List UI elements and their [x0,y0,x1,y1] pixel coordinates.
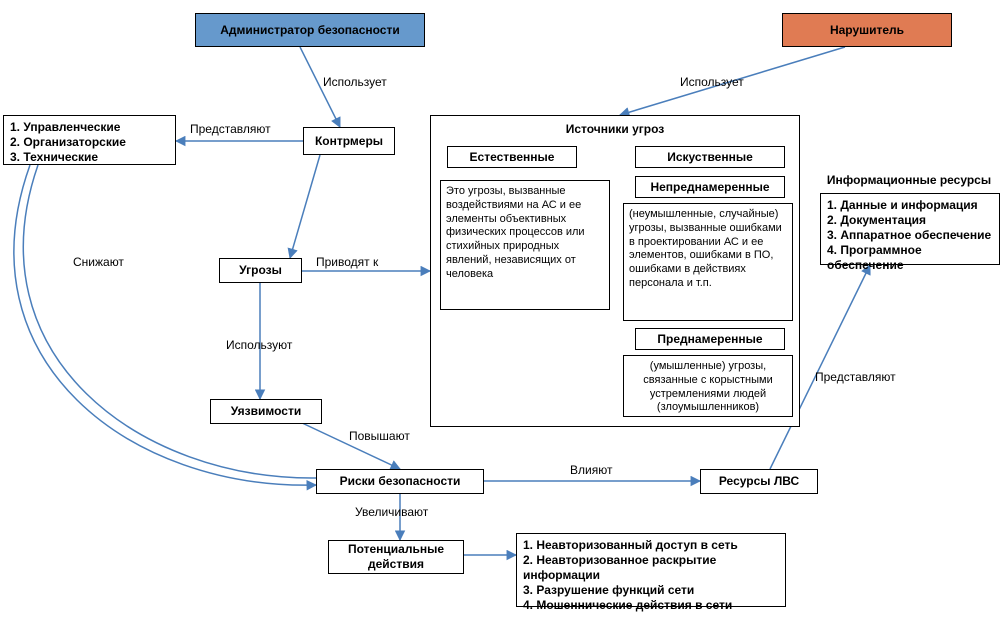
potential-list-item: 1. Неавторизованный доступ в сеть [523,538,779,553]
edge-increase-risks: Повышают [349,429,410,443]
threats-node: Угрозы [219,258,302,283]
potential-label: Потенциальные действия [333,542,459,572]
edge-increase-pot: Увеличивают [355,505,428,519]
uninten-label-node: Непреднамеренные [635,176,785,198]
lan-res-node: Ресурсы ЛВС [700,469,818,494]
info-res-item: 4. Программное обеспечение [827,243,993,273]
admin-node: Администратор безопасности [195,13,425,47]
cm-types-item: 3. Технические [10,150,169,165]
vuln-node: Уязвимости [210,399,322,424]
info-res-item: 3. Аппаратное обеспечение [827,228,993,243]
info-res-item: 2. Документация [827,213,993,228]
countermeasures-label: Контрмеры [315,134,383,149]
risks-label: Риски безопасности [340,474,461,489]
inten-label-node: Преднамеренные [635,328,785,350]
cm-types-item: 2. Организаторские [10,135,169,150]
edge-uses1: Использует [323,75,387,89]
admin-label: Администратор безопасности [220,23,399,38]
lan-res-label: Ресурсы ЛВС [719,474,799,489]
potential-node: Потенциальные действия [328,540,464,574]
potential-list-item: 3. Разрушение функций сети [523,583,779,598]
cm-types-node: 1. Управленческие 2. Организаторские 3. … [3,115,176,165]
edge-reduce: Снижают [73,255,124,269]
edge-represent1: Представляют [190,122,271,136]
edge-uses2: Использует [680,75,744,89]
potential-list-item: 2. Неавторизованное раскрытие информации [523,553,779,583]
intruder-node: Нарушитель [782,13,952,47]
potential-list-item: 4. Мошеннические действия в сети [523,598,779,613]
intruder-label: Нарушитель [830,23,904,38]
countermeasures-node: Контрмеры [303,127,395,155]
threats-label: Угрозы [239,263,282,278]
info-res-node: 1. Данные и информация 2. Документация 3… [820,193,1000,265]
vuln-label: Уязвимости [231,404,301,419]
sources-title: Источники угроз [430,122,800,136]
risks-node: Риски безопасности [316,469,484,494]
uninten-desc: (неумышленные, случайные) угрозы, вызван… [623,203,793,321]
edge-represent2: Представляют [815,370,896,384]
natural-label-node: Естественные [447,146,577,168]
artificial-label-node: Искуственные [635,146,785,168]
natural-desc: Это угрозы, вызванные воздействиями на А… [440,180,610,310]
edge-use-vuln: Используют [226,338,292,352]
cm-types-item: 1. Управленческие [10,120,169,135]
info-res-title: Информационные ресурсы [818,173,1000,187]
potential-list-node: 1. Неавторизованный доступ в сеть 2. Неа… [516,533,786,607]
edge-affect: Влияют [570,463,612,477]
edge-leadto: Приводят к [316,255,378,269]
info-res-item: 1. Данные и информация [827,198,993,213]
inten-desc: (умышленные) угрозы, связанные с корыстн… [623,355,793,417]
